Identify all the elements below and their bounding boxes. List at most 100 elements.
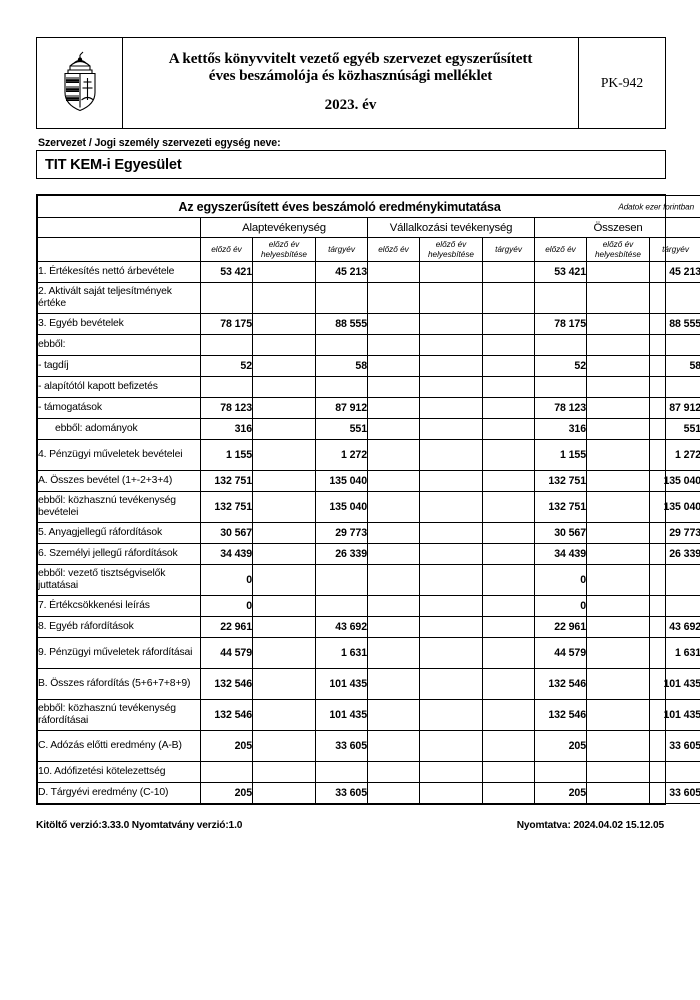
value-cell[interactable]: 205 (534, 730, 587, 762)
value-cell[interactable] (586, 522, 650, 544)
value-cell[interactable] (482, 522, 535, 544)
value-cell[interactable] (586, 439, 650, 471)
value-cell[interactable] (419, 668, 483, 700)
value-cell[interactable]: 1 631 (315, 637, 368, 669)
value-cell[interactable] (586, 491, 650, 523)
value-cell[interactable]: 43 692 (315, 616, 368, 638)
value-cell[interactable] (534, 282, 587, 314)
value-cell[interactable]: 88 555 (648, 313, 700, 335)
value-cell[interactable] (419, 564, 483, 596)
value-cell[interactable] (252, 418, 316, 440)
value-cell[interactable] (367, 376, 420, 398)
value-cell[interactable]: 135 040 (648, 470, 700, 492)
value-cell[interactable]: 45 213 (315, 261, 368, 283)
value-cell[interactable]: 132 546 (200, 699, 253, 731)
value-cell[interactable] (367, 730, 420, 762)
value-cell[interactable]: 551 (315, 418, 368, 440)
value-cell[interactable]: 205 (534, 782, 587, 804)
value-cell[interactable] (419, 730, 483, 762)
value-cell[interactable] (482, 334, 535, 356)
value-cell[interactable]: 101 435 (648, 668, 700, 700)
value-cell[interactable] (315, 282, 368, 314)
value-cell[interactable]: 34 439 (200, 543, 253, 565)
value-cell[interactable]: 53 421 (200, 261, 253, 283)
value-cell[interactable]: 52 (534, 355, 587, 377)
value-cell[interactable] (482, 616, 535, 638)
value-cell[interactable] (482, 543, 535, 565)
value-cell[interactable] (367, 564, 420, 596)
value-cell[interactable] (482, 418, 535, 440)
value-cell[interactable]: 316 (534, 418, 587, 440)
value-cell[interactable] (586, 376, 650, 398)
value-cell[interactable] (419, 313, 483, 335)
value-cell[interactable] (648, 761, 700, 783)
value-cell[interactable] (315, 376, 368, 398)
value-cell[interactable]: 44 579 (534, 637, 587, 669)
value-cell[interactable] (482, 313, 535, 335)
value-cell[interactable] (482, 782, 535, 804)
value-cell[interactable] (586, 261, 650, 283)
value-cell[interactable] (648, 376, 700, 398)
value-cell[interactable]: 43 692 (648, 616, 700, 638)
value-cell[interactable] (367, 782, 420, 804)
value-cell[interactable] (482, 761, 535, 783)
value-cell[interactable]: 33 605 (648, 782, 700, 804)
value-cell[interactable]: 58 (315, 355, 368, 377)
value-cell[interactable] (367, 397, 420, 419)
value-cell[interactable]: 30 567 (534, 522, 587, 544)
value-cell[interactable] (367, 761, 420, 783)
value-cell[interactable] (252, 282, 316, 314)
value-cell[interactable] (482, 355, 535, 377)
value-cell[interactable] (586, 782, 650, 804)
value-cell[interactable] (252, 616, 316, 638)
value-cell[interactable]: 52 (200, 355, 253, 377)
value-cell[interactable] (586, 564, 650, 596)
value-cell[interactable] (586, 699, 650, 731)
value-cell[interactable]: 78 175 (534, 313, 587, 335)
value-cell[interactable]: 101 435 (315, 699, 368, 731)
value-cell[interactable] (419, 470, 483, 492)
value-cell[interactable] (586, 668, 650, 700)
value-cell[interactable]: 78 175 (200, 313, 253, 335)
value-cell[interactable] (586, 543, 650, 565)
value-cell[interactable] (586, 637, 650, 669)
value-cell[interactable] (252, 761, 316, 783)
value-cell[interactable] (586, 470, 650, 492)
value-cell[interactable]: 101 435 (315, 668, 368, 700)
value-cell[interactable] (482, 668, 535, 700)
value-cell[interactable] (367, 595, 420, 617)
value-cell[interactable] (367, 699, 420, 731)
value-cell[interactable] (419, 376, 483, 398)
value-cell[interactable]: 22 961 (534, 616, 587, 638)
value-cell[interactable]: 45 213 (648, 261, 700, 283)
value-cell[interactable] (586, 761, 650, 783)
value-cell[interactable]: 316 (200, 418, 253, 440)
value-cell[interactable]: 135 040 (315, 470, 368, 492)
value-cell[interactable] (586, 397, 650, 419)
value-cell[interactable]: 29 773 (315, 522, 368, 544)
value-cell[interactable] (419, 282, 483, 314)
value-cell[interactable] (252, 261, 316, 283)
value-cell[interactable] (367, 334, 420, 356)
value-cell[interactable] (315, 564, 368, 596)
value-cell[interactable] (252, 522, 316, 544)
value-cell[interactable] (586, 616, 650, 638)
value-cell[interactable] (648, 595, 700, 617)
value-cell[interactable]: 33 605 (315, 782, 368, 804)
value-cell[interactable]: 132 751 (200, 491, 253, 523)
value-cell[interactable] (367, 616, 420, 638)
value-cell[interactable] (419, 418, 483, 440)
value-cell[interactable]: 44 579 (200, 637, 253, 669)
value-cell[interactable] (252, 313, 316, 335)
value-cell[interactable]: 22 961 (200, 616, 253, 638)
value-cell[interactable] (367, 543, 420, 565)
value-cell[interactable] (367, 522, 420, 544)
value-cell[interactable]: 101 435 (648, 699, 700, 731)
value-cell[interactable]: 88 555 (315, 313, 368, 335)
value-cell[interactable] (482, 439, 535, 471)
value-cell[interactable]: 205 (200, 730, 253, 762)
value-cell[interactable] (482, 470, 535, 492)
value-cell[interactable] (252, 595, 316, 617)
value-cell[interactable] (648, 282, 700, 314)
value-cell[interactable] (586, 313, 650, 335)
